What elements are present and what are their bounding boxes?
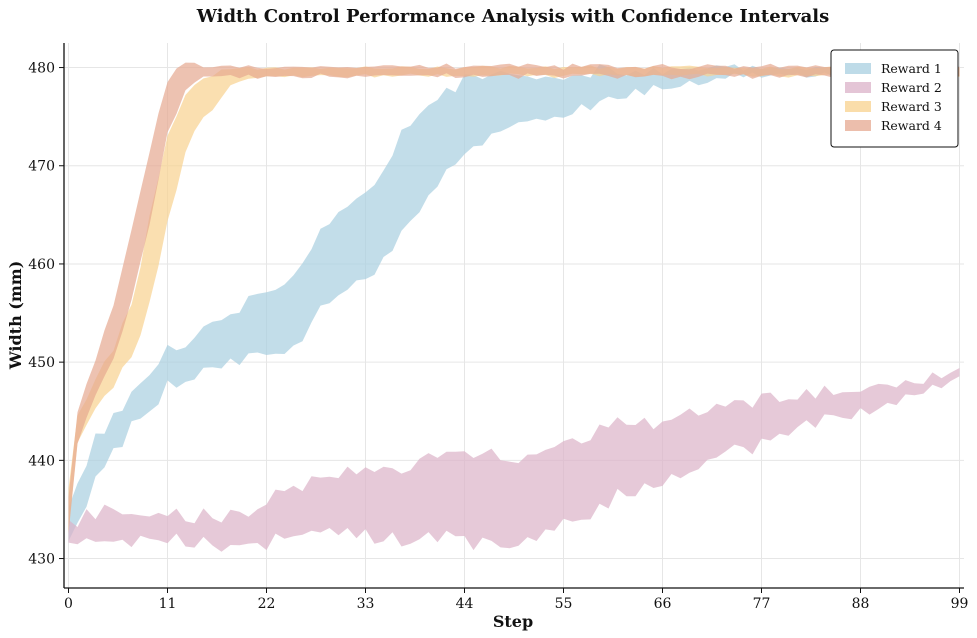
x-tick-label-88: 88: [852, 596, 870, 612]
series-layer: [68, 62, 960, 552]
x-tick-label-0: 0: [64, 596, 73, 612]
y-tick-label-430: 430: [28, 552, 55, 568]
legend-label-reward-3: Reward 3: [881, 99, 942, 114]
x-tick-label-55: 55: [555, 596, 573, 612]
legend-swatch-reward-1: [845, 63, 871, 74]
band-reward-2: [68, 368, 960, 552]
y-tick-label-450: 450: [28, 355, 55, 371]
legend-label-reward-1: Reward 1: [881, 61, 942, 76]
legend-label-reward-2: Reward 2: [881, 80, 942, 95]
y-tick-label-470: 470: [28, 159, 55, 175]
x-tick-label-33: 33: [357, 596, 375, 612]
legend: Reward 1 Reward 2 Reward 3 Reward 4: [830, 49, 959, 148]
x-tick-label-22: 22: [258, 596, 276, 612]
y-tick-label-480: 480: [28, 61, 55, 77]
x-tick-label-66: 66: [654, 596, 672, 612]
y-axis-label: Width (mm): [6, 261, 25, 371]
x-tick-label-11: 11: [159, 596, 177, 612]
y-tick-label-440: 440: [28, 453, 55, 469]
axes: 0 11 22 33 44 55 66 77 88 99 430 440 450 460 470 480: [28, 43, 968, 612]
grid: [64, 43, 964, 588]
chart-title: Width Control Performance Analysis with …: [196, 6, 830, 27]
legend-swatch-reward-2: [845, 82, 871, 93]
band-reward-3: [68, 65, 960, 532]
legend-swatch-reward-4: [845, 120, 871, 131]
x-axis-label: Step: [493, 612, 533, 631]
band-reward-1: [68, 64, 960, 542]
legend-swatch-reward-3: [845, 101, 871, 112]
x-tick-label-77: 77: [753, 596, 771, 612]
y-tick-label-460: 460: [28, 257, 55, 273]
x-tick-label-99: 99: [951, 596, 969, 612]
legend-label-reward-4: Reward 4: [881, 118, 942, 133]
x-tick-label-44: 44: [456, 596, 474, 612]
